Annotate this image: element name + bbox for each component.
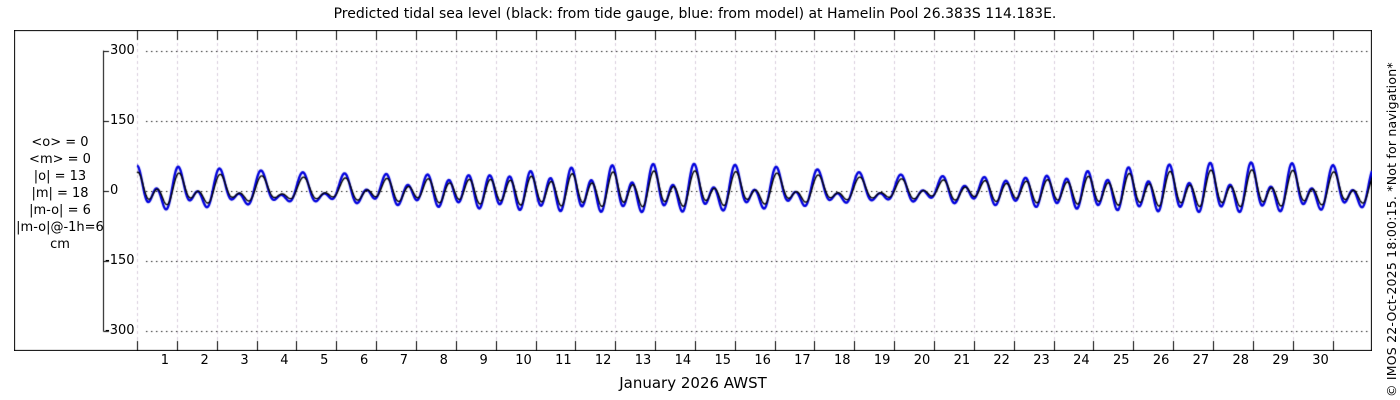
x-tick-label: 17 bbox=[794, 353, 811, 368]
x-tick-label: 11 bbox=[555, 353, 572, 368]
x-tick-label: 20 bbox=[913, 353, 931, 368]
x-tick-label: 8 bbox=[439, 353, 448, 368]
chart-title: Predicted tidal sea level (black: from t… bbox=[333, 6, 1057, 22]
x-tick-label: 4 bbox=[280, 353, 289, 368]
x-tick-label: 5 bbox=[320, 353, 329, 368]
y-tick-label: 150 bbox=[110, 112, 135, 128]
x-tick-label: 22 bbox=[993, 353, 1010, 368]
y-tick-label: 0 bbox=[110, 183, 119, 198]
x-tick-label: 26 bbox=[1152, 353, 1170, 368]
x-tick-label: 3 bbox=[240, 353, 249, 368]
x-tick-label: 13 bbox=[634, 353, 652, 368]
copyright-watermark: © IMOS 22-Oct-2025 18:00:15. *Not for na… bbox=[1384, 62, 1399, 397]
x-tick-label: 30 bbox=[1312, 353, 1329, 368]
x-tick-label: 7 bbox=[399, 353, 409, 368]
x-tick-label: 6 bbox=[359, 353, 369, 368]
x-tick-label: 27 bbox=[1192, 353, 1210, 368]
x-tick-label: 18 bbox=[834, 353, 851, 368]
x-tick-label: 24 bbox=[1073, 353, 1090, 368]
x-tick-label: 15 bbox=[714, 353, 732, 368]
x-tick-label: 1 bbox=[160, 353, 169, 368]
x-tick-label: 23 bbox=[1033, 353, 1050, 368]
x-tick-label: 9 bbox=[479, 353, 488, 368]
x-tick-label: 2 bbox=[200, 353, 209, 368]
x-tick-label: 21 bbox=[953, 353, 971, 368]
plot-area-canvas bbox=[14, 30, 1372, 351]
x-tick-label: 19 bbox=[873, 353, 891, 368]
x-tick-label: 14 bbox=[674, 353, 692, 368]
y-tick-label: -150 bbox=[105, 253, 135, 269]
y-tick-label: -300 bbox=[105, 323, 135, 339]
x-tick-label: 28 bbox=[1232, 353, 1250, 368]
x-tick-label: 12 bbox=[594, 353, 612, 368]
x-tick-label: 16 bbox=[754, 353, 771, 368]
y-tick-label: 300 bbox=[110, 42, 135, 58]
x-tick-label: 25 bbox=[1112, 353, 1130, 368]
x-tick-label: 29 bbox=[1272, 353, 1289, 368]
x-tick-label: 10 bbox=[515, 353, 532, 368]
x-axis-label: January 2026 AWST bbox=[619, 374, 767, 392]
